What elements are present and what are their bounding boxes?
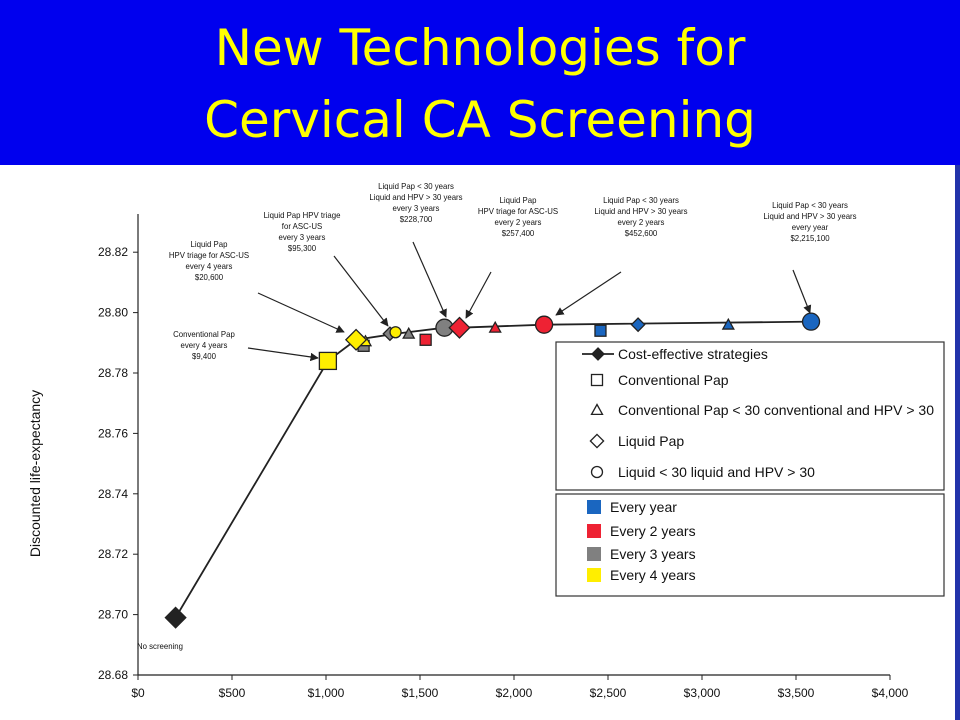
- legend-shape-label: Liquid Pap: [618, 433, 684, 449]
- data-point: [721, 317, 735, 330]
- annotation-label: Liquid Pap: [500, 196, 537, 205]
- annotation-label: HPV triage for ASC-US: [169, 251, 250, 260]
- x-tick-label: $0: [131, 686, 145, 700]
- annotation-label: for ASC-US: [282, 222, 323, 231]
- legend-shapes-box: [555, 341, 945, 491]
- data-point: [448, 316, 471, 339]
- legend-color-label: Every year: [610, 499, 677, 515]
- data-point: [594, 324, 607, 337]
- legend-color-swatch: [587, 568, 601, 582]
- annotation-label: Liquid and HPV > 30 years: [763, 212, 856, 221]
- annotation-label: Liquid Pap HPV triage: [264, 211, 341, 220]
- annotation-label: $95,300: [288, 244, 317, 253]
- annotation-label: Conventional Pap: [173, 330, 235, 339]
- data-point: [488, 320, 502, 333]
- annotation-label: HPV triage for ASC-US: [478, 207, 559, 216]
- legend-color-label: Every 2 years: [610, 523, 696, 539]
- annotation-arrow: [792, 269, 812, 314]
- legend-color-swatch: [587, 524, 601, 538]
- data-point: [402, 326, 416, 339]
- y-tick-label: 28.74: [98, 487, 128, 501]
- y-tick-label: 28.80: [98, 306, 128, 320]
- data-point: [534, 315, 554, 334]
- annotation-label: No screening: [137, 642, 183, 651]
- legend-shape-sample: [590, 465, 604, 479]
- legend-color-swatch: [587, 547, 601, 561]
- y-axis-label: Discounted life-expectancy: [27, 390, 43, 557]
- legend-shape-sample: [589, 433, 605, 449]
- legend-color-swatch: [587, 500, 601, 514]
- annotation-label: Liquid Pap < 30 years: [772, 201, 848, 210]
- annotation-arrow: [333, 255, 389, 327]
- slide-edge: [955, 165, 960, 720]
- annotation-arrow: [465, 271, 492, 319]
- annotation-label: every 4 years: [186, 262, 233, 271]
- legend-shape-sample: [590, 373, 604, 387]
- cost-effectiveness-chart: 28.68 28.70 28.72 28.74 28.76 28.78 28.80 28.82…: [27, 182, 945, 700]
- slide-title-line-1: New Technologies for: [214, 19, 746, 77]
- legend-shape-label: Conventional Pap < 30 conventional and H…: [618, 402, 934, 418]
- data-point: [801, 312, 821, 331]
- data-point: [164, 606, 187, 629]
- annotation-label: $2,215,100: [790, 234, 830, 243]
- annotation-label: $20,600: [195, 273, 224, 282]
- data-point: [344, 328, 368, 351]
- annotation-arrow: [247, 347, 319, 362]
- y-tick-label: 28.76: [98, 426, 128, 440]
- legend-shape-label: Cost-effective strategies: [618, 346, 768, 362]
- data-point: [389, 326, 402, 339]
- y-tick-label: 28.70: [98, 608, 128, 622]
- data-point: [318, 351, 338, 371]
- y-tick-label: 28.78: [98, 366, 128, 380]
- slide-title-line-2: Cervical CA Screening: [204, 91, 756, 149]
- annotation-label: every 2 years: [618, 218, 665, 227]
- legend-color-label: Every 3 years: [610, 546, 696, 562]
- annotation-label: every 3 years: [393, 204, 440, 213]
- title-banner: New Technologies for Cervical CA Screeni…: [0, 0, 960, 165]
- annotation-label: every year: [792, 223, 829, 232]
- x-tick-label: $3,500: [778, 686, 815, 700]
- annotation-label: every 2 years: [495, 218, 542, 227]
- annotation-arrow: [257, 292, 345, 333]
- annotation-arrow: [555, 271, 622, 316]
- legend-shape-label: Liquid < 30 liquid and HPV > 30: [618, 464, 815, 480]
- y-tick-label: 28.72: [98, 547, 128, 561]
- annotation-label: $257,400: [502, 229, 535, 238]
- legend-diamond-sample: [591, 347, 605, 361]
- annotation-label: Liquid Pap < 30 years: [378, 182, 454, 191]
- annotation-label: Liquid Pap < 30 years: [603, 196, 679, 205]
- x-tick-label: $2,000: [496, 686, 533, 700]
- annotation-label: Liquid Pap: [191, 240, 228, 249]
- annotation-label: Liquid and HPV > 30 years: [369, 193, 462, 202]
- legend-color-label: Every 4 years: [610, 567, 696, 583]
- x-tick-label: $2,500: [590, 686, 627, 700]
- legend-shape-sample: [590, 403, 604, 416]
- annotation-label: $452,600: [625, 229, 658, 238]
- annotation-label: $9,400: [192, 352, 216, 361]
- x-tick-label: $1,000: [308, 686, 345, 700]
- annotation-arrow: [412, 241, 447, 318]
- x-tick-label: $1,500: [402, 686, 439, 700]
- x-tick-label: $500: [219, 686, 246, 700]
- y-tick-label: 28.82: [98, 245, 128, 259]
- annotation-label: $228,700: [400, 215, 433, 224]
- y-tick-label: 28.68: [98, 668, 128, 682]
- legend-colors-box: [555, 493, 945, 597]
- data-point: [419, 333, 432, 346]
- legend-shape-label: Conventional Pap: [618, 372, 729, 388]
- x-tick-label: $4,000: [872, 686, 909, 700]
- annotation-label: every 4 years: [181, 341, 228, 350]
- x-tick-label: $3,000: [684, 686, 721, 700]
- annotation-label: every 3 years: [279, 233, 326, 242]
- annotation-label: Liquid and HPV > 30 years: [594, 207, 687, 216]
- data-point: [630, 317, 646, 333]
